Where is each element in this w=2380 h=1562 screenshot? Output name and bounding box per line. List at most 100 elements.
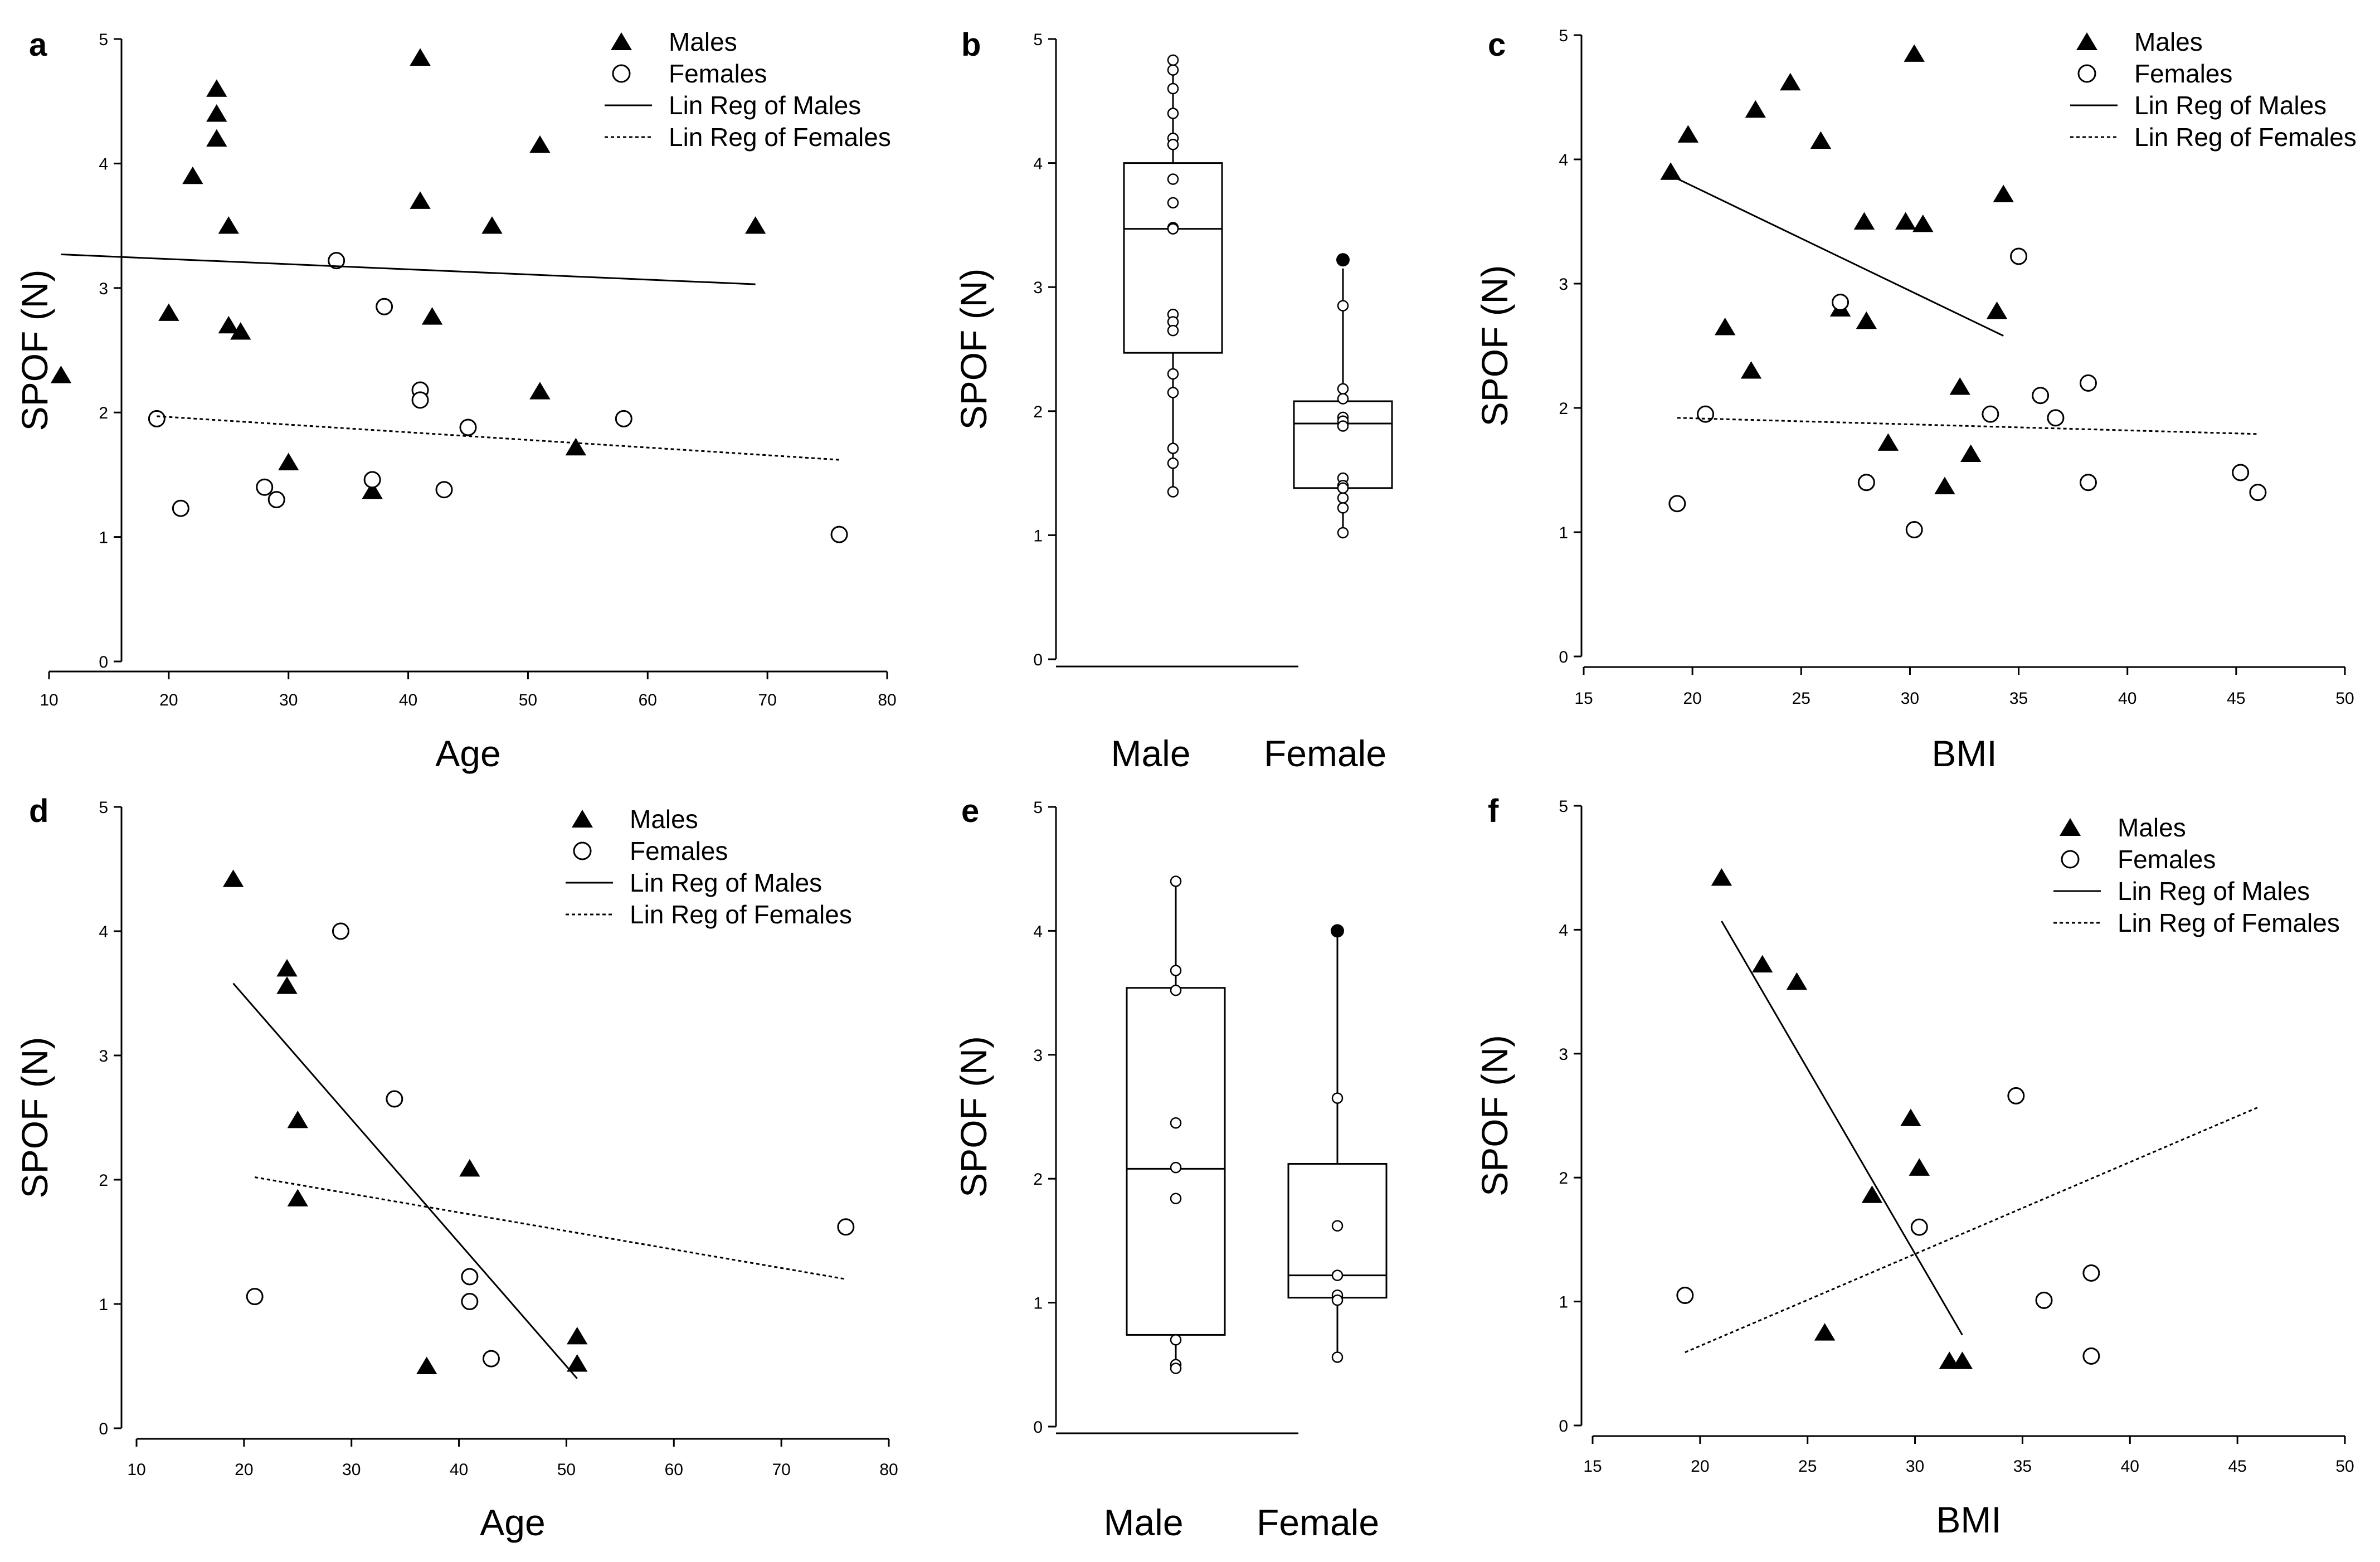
male-point	[218, 315, 239, 334]
panel-letter: f	[1488, 793, 1499, 829]
female-point	[2047, 409, 2065, 427]
female-point	[1668, 495, 1686, 513]
y-tick-label: 5	[1559, 27, 1568, 45]
y-tick-label: 0	[1559, 648, 1568, 666]
x-tick-label: 20	[1691, 1457, 1709, 1476]
male-point	[222, 869, 244, 887]
female-point	[2079, 474, 2097, 492]
x-axis-label: Age	[480, 1502, 545, 1543]
male-point	[1861, 1185, 1883, 1203]
male-point	[567, 1326, 588, 1345]
y-tick-label: 0	[99, 653, 108, 671]
female-point	[2035, 1291, 2053, 1309]
male-regression-line	[61, 253, 756, 285]
y-axis-label: SPOF (N)	[953, 269, 994, 430]
male-point	[1912, 214, 1934, 232]
female-point	[267, 491, 285, 509]
male-point	[287, 1110, 308, 1128]
x-tick-label: 40	[399, 691, 417, 709]
male-point	[230, 322, 251, 340]
x-tick-label: 50	[2335, 689, 2354, 708]
male-point	[206, 129, 227, 147]
male-point	[1660, 162, 1681, 180]
y-tick-label: 4	[1033, 922, 1043, 941]
x-tick-label: 20	[159, 691, 178, 709]
data-point	[1337, 393, 1349, 405]
data-point	[1170, 1117, 1182, 1129]
female-point	[1982, 405, 1999, 423]
legend-label: Males	[669, 27, 737, 56]
x-tick-label: 45	[2227, 689, 2245, 708]
female-point	[363, 471, 381, 489]
male-point	[206, 104, 227, 122]
data-point	[1331, 1351, 1344, 1363]
male-point	[276, 976, 298, 994]
legend-label: Females	[630, 836, 728, 865]
panel-letter: d	[29, 793, 48, 829]
y-axis-label: SPOF (N)	[1474, 265, 1515, 427]
female-point	[332, 922, 349, 940]
legend-label: Lin Reg of Males	[630, 868, 822, 897]
y-tick-label: 0	[1033, 651, 1043, 669]
data-point	[1167, 387, 1179, 398]
data-point	[1167, 486, 1179, 498]
female-point	[2032, 387, 2050, 405]
x-tick-label: 80	[879, 1461, 898, 1479]
legend-circle-icon	[612, 64, 631, 83]
panel-letter: e	[961, 793, 979, 829]
x-tick-label: 15	[1583, 1457, 1602, 1476]
x-tick-label: 50	[557, 1461, 576, 1479]
female-point	[1905, 521, 1923, 539]
male-point	[1810, 131, 1832, 149]
data-point	[1337, 482, 1349, 494]
data-point	[1337, 383, 1349, 395]
y-tick-label: 1	[99, 1296, 108, 1314]
data-point	[1337, 502, 1349, 514]
male-point	[1752, 955, 1773, 973]
legend-label: Males	[2134, 27, 2203, 56]
x-tick-label: 20	[1683, 689, 1701, 708]
male-point	[218, 216, 239, 234]
data-point	[1337, 300, 1349, 312]
x-tick-label: 30	[342, 1461, 361, 1479]
female-regression-line	[1677, 417, 2258, 435]
legend-triangle-icon	[2060, 818, 2081, 836]
female-point	[386, 1090, 403, 1108]
male-point	[410, 191, 431, 209]
x-tick-label: 35	[2013, 1457, 2032, 1476]
data-point	[1167, 64, 1179, 76]
female-point	[435, 481, 453, 499]
legend-label: Lin Reg of Females	[630, 900, 852, 929]
data-point	[1167, 442, 1179, 454]
male-point	[1934, 476, 1955, 494]
male-point	[529, 382, 551, 400]
legend-label: Lin Reg of Males	[669, 91, 861, 120]
male-regression-line	[232, 982, 578, 1379]
y-tick-label: 3	[99, 280, 108, 298]
male-point	[1904, 44, 1925, 62]
female-point	[837, 1218, 855, 1236]
category-label: Male	[1103, 1502, 1183, 1543]
legend-label: Lin Reg of Females	[2118, 908, 2340, 937]
data-point	[1170, 875, 1182, 887]
y-tick-label: 1	[1033, 1295, 1043, 1313]
legend-circle-icon	[573, 841, 592, 860]
male-point	[206, 79, 227, 97]
y-tick-label: 4	[1559, 151, 1568, 169]
x-tick-label: 30	[279, 691, 298, 709]
x-tick-label: 70	[772, 1461, 790, 1479]
panel-letter: a	[29, 27, 47, 63]
male-point	[421, 307, 443, 325]
y-tick-label: 3	[99, 1047, 108, 1065]
male-point	[1949, 377, 1970, 395]
x-axis-label: Age	[435, 733, 500, 774]
y-tick-label: 3	[1559, 1045, 1568, 1064]
female-point	[461, 1293, 479, 1311]
male-point	[1877, 433, 1899, 451]
y-tick-label: 5	[1033, 799, 1043, 817]
x-tick-label: 15	[1574, 689, 1593, 708]
legend-label: Females	[2134, 59, 2232, 88]
data-point	[1170, 1193, 1182, 1205]
data-point	[1331, 1092, 1344, 1104]
